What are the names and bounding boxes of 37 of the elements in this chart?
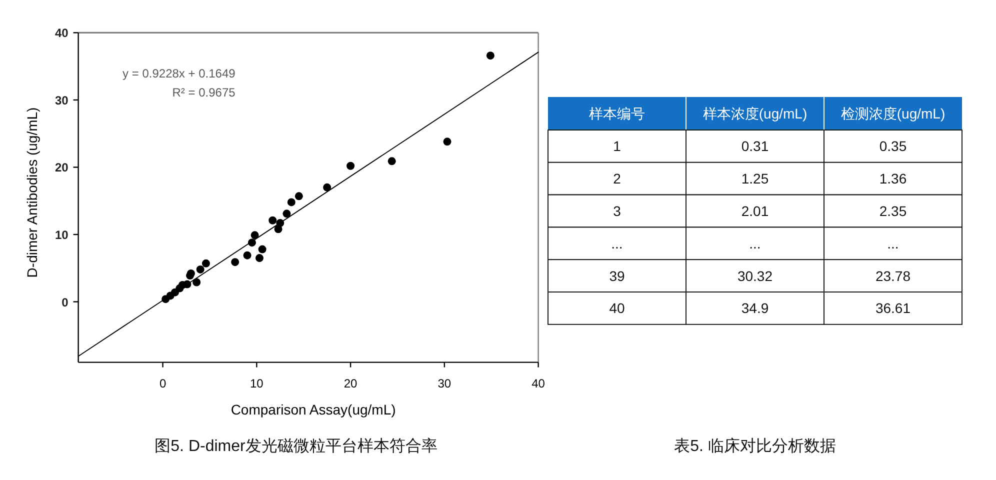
y-label: D-dimer Antibodies (ug/mL)	[24, 107, 40, 278]
table-cell-text: 40	[609, 300, 625, 316]
table-header-cell: 检测浓度(ug/mL)	[840, 106, 946, 122]
table-cell-text: ...	[749, 235, 761, 252]
y-tick-label: 40	[54, 26, 68, 40]
table-cell-text: 1.25	[741, 170, 769, 187]
x-tick-label: 20	[344, 376, 358, 390]
table-cell-text: 2.01	[741, 203, 769, 219]
table-cell-text: 1	[613, 138, 621, 154]
x-tick-label: 40	[532, 376, 545, 390]
x-label: Comparison Assay(ug/mL)	[230, 401, 396, 418]
x-tick-label: 30	[438, 376, 452, 390]
title: 图5. D-dimer发光磁微粒平台样本符合率	[154, 438, 438, 455]
annotation: R² = 0.9675	[172, 86, 236, 100]
y-tick-label: 20	[54, 160, 68, 175]
table-cell-text: 0.31	[741, 138, 769, 154]
table-cell-text: ...	[887, 235, 899, 252]
table-cell-text: 3	[613, 203, 621, 219]
y-tick-label: 0	[62, 295, 68, 310]
table-cell-text: 36.61	[875, 300, 911, 316]
table-cell-text: 39	[609, 268, 625, 284]
x-tick-label: 10	[250, 376, 264, 390]
table-header-cell: 样本编号	[589, 106, 645, 122]
table-cell-text: 30.32	[737, 268, 773, 284]
y-tick-label: 10	[54, 228, 68, 242]
table-cell-text: 23.78	[875, 268, 911, 284]
table-header-cell: 样本浓度(ug/mL)	[702, 106, 808, 122]
table-cell-text: 1.36	[879, 170, 907, 187]
table-cell-text: ...	[611, 235, 623, 252]
table-cell-text: 0.35	[879, 138, 907, 154]
table-cell-text: 2.35	[879, 203, 907, 219]
table-cell-text: 34.9	[741, 300, 769, 316]
x-tick-label: 0	[159, 376, 166, 390]
table-cell-text: 2	[613, 170, 621, 187]
title: 表5. 临床对比分析数据	[674, 438, 836, 455]
y-tick-label: 30	[54, 93, 68, 108]
annotation: y = 0.9228x + 0.1649	[122, 66, 236, 81]
